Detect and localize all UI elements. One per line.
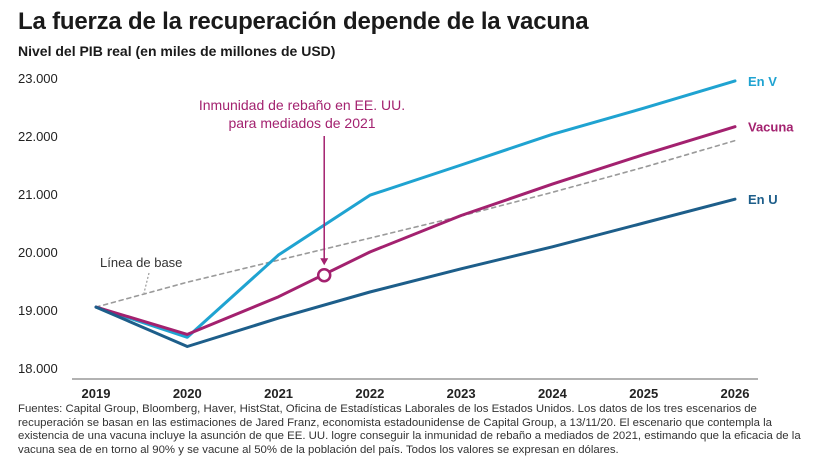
y-tick-label: 21.000 [18,187,58,202]
y-tick-label: 19.000 [18,303,58,318]
x-tick-label: 2021 [264,386,293,401]
y-tick-label: 18.000 [18,361,58,376]
annotation-text: Inmunidad de rebaño en EE. UU. [199,97,405,113]
y-tick-label: 20.000 [18,245,58,260]
chart-title: La fuerza de la recuperación depende de … [18,8,589,35]
x-tick-label: 2022 [355,386,384,401]
baseline-label: Línea de base [100,255,182,270]
source-note: Fuentes: Capital Group, Bloomberg, Haver… [18,403,801,456]
series-line-en-u [94,197,737,348]
y-tick-label: 23.000 [18,71,58,86]
x-tick-label: 2020 [173,386,202,401]
x-tick-label: 2026 [721,386,750,401]
series-line-vacuna [94,125,737,336]
x-tick-label: 2023 [447,386,476,401]
x-tick-label: 2019 [82,386,111,401]
chart-subtitle: Nivel del PIB real (en miles de millones… [18,43,336,59]
series-label: En V [748,74,777,89]
baseline-leader-line [143,272,150,294]
annotation-marker [316,267,332,283]
x-tick-label: 2025 [629,386,658,401]
annotation-text: para mediados de 2021 [228,115,375,131]
y-tick-label: 22.000 [18,129,58,144]
series-line-en-v [94,79,737,339]
series-line-linea-de-base [95,139,736,308]
series-label: En U [748,192,778,207]
series-label: Vacuna [748,120,794,135]
annotation-arrow-head [320,258,329,266]
x-tick-label: 2024 [538,386,568,401]
